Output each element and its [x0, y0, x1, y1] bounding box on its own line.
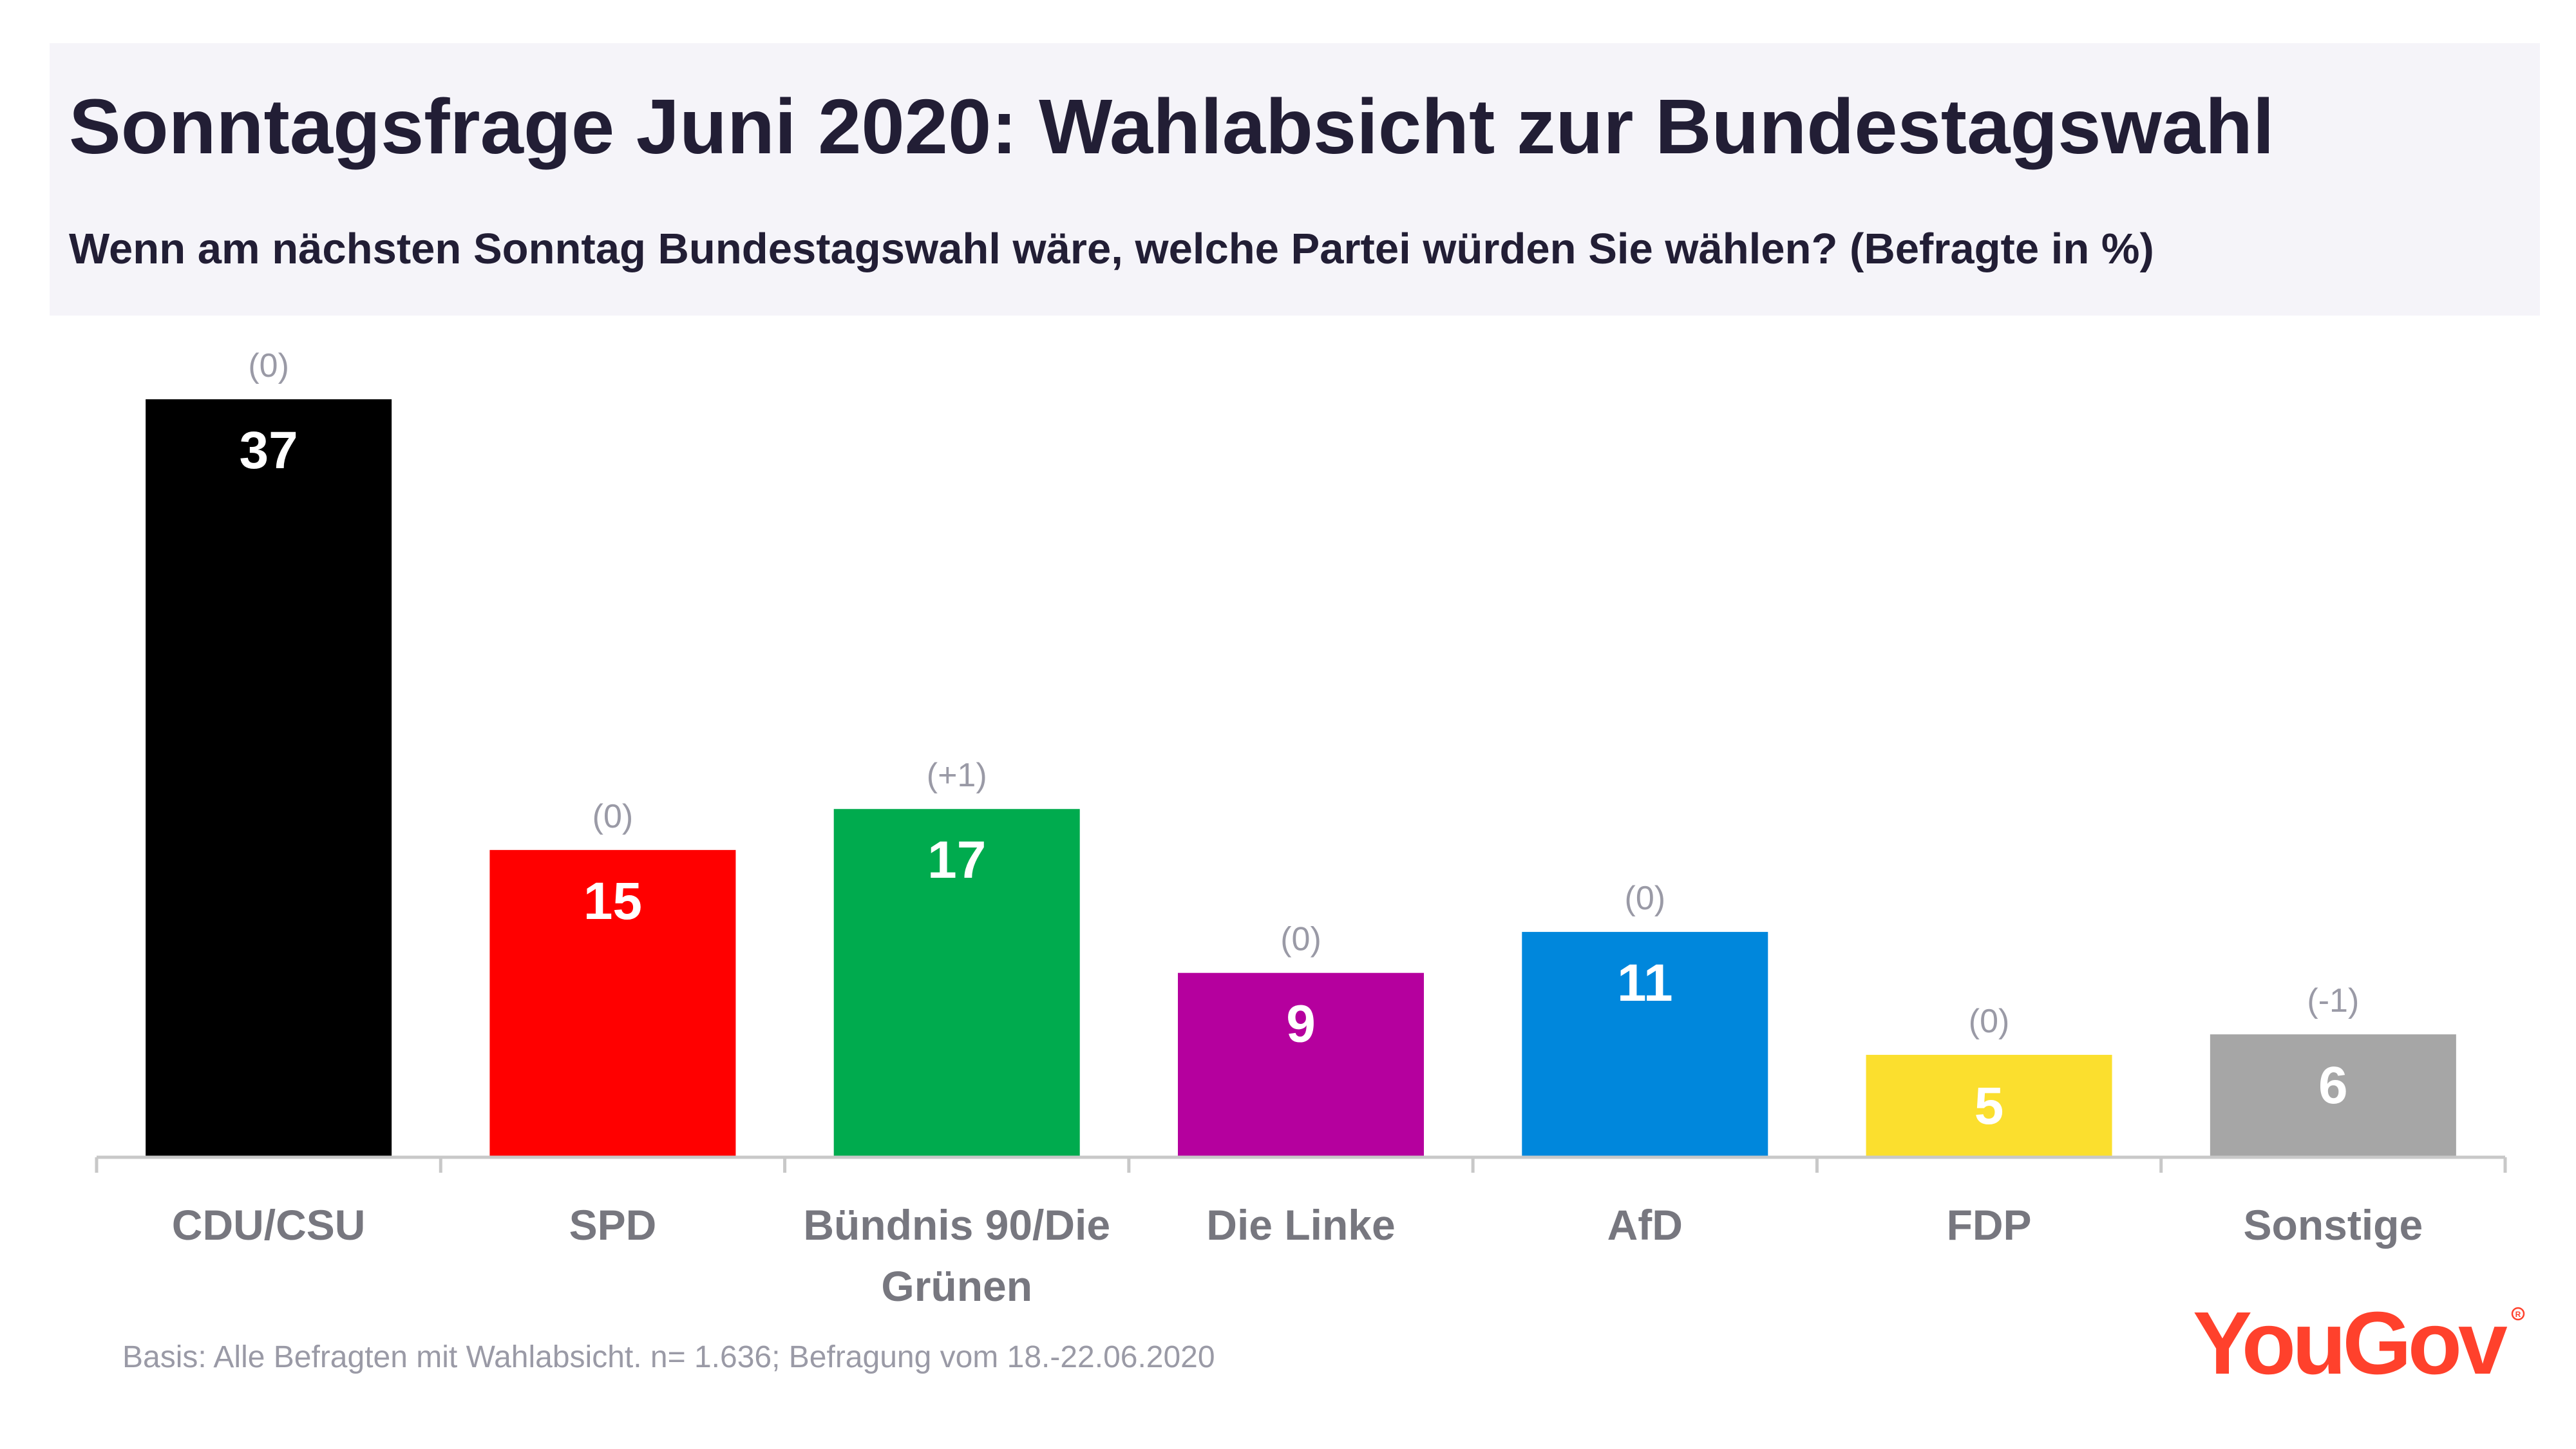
x-tick-label: AfD [1607, 1201, 1683, 1249]
x-tick-label: SPD [569, 1201, 657, 1249]
bar-value-label: 17 [927, 831, 986, 889]
bar [1178, 972, 1424, 1157]
bar [1866, 1054, 2112, 1157]
bar-value-label: 37 [240, 421, 298, 480]
change-label: (0) [248, 347, 289, 384]
bar-value-label: 9 [1286, 995, 1316, 1054]
x-tick-label: Bündnis 90/Die [803, 1201, 1110, 1249]
x-tick-label: Grünen [881, 1262, 1032, 1310]
change-label: (0) [1625, 880, 1666, 917]
bar-value-label: 5 [1975, 1077, 2004, 1135]
x-tick-label: FDP [1947, 1201, 2032, 1249]
chart-title: Sonntagsfrage Juni 2020: Wahlabsicht zur… [69, 82, 2275, 170]
bar [2210, 1034, 2456, 1157]
bar [1522, 932, 1768, 1157]
logo-text: YouGov [2193, 1294, 2508, 1388]
bar-value-label: 6 [2318, 1056, 2348, 1115]
change-label: (+1) [927, 757, 987, 794]
registered-mark-icon [2511, 1307, 2525, 1321]
x-tick-label: Die Linke [1206, 1201, 1395, 1249]
change-label: (0) [592, 798, 634, 835]
bar [146, 399, 392, 1157]
bar-value-label: 11 [1617, 954, 1673, 1012]
change-label: (-1) [2307, 982, 2359, 1019]
header-background [50, 43, 2540, 316]
bar-value-label: 15 [583, 872, 642, 931]
bar [489, 849, 736, 1157]
x-tick-label: CDU/CSU [172, 1201, 366, 1249]
x-tick-label: Sonstige [2244, 1201, 2423, 1249]
yougov-logo: YouGov R [2193, 1294, 2525, 1388]
registered-mark-letter: R [2515, 1310, 2521, 1319]
bar [833, 809, 1080, 1157]
footnote: Basis: Alle Befragten mit Wahlabsicht. n… [122, 1340, 1215, 1374]
chart-subtitle: Wenn am nächsten Sonntag Bundestagswahl … [69, 225, 2154, 273]
change-label: (0) [1280, 921, 1321, 958]
change-label: (0) [1969, 1003, 2010, 1040]
